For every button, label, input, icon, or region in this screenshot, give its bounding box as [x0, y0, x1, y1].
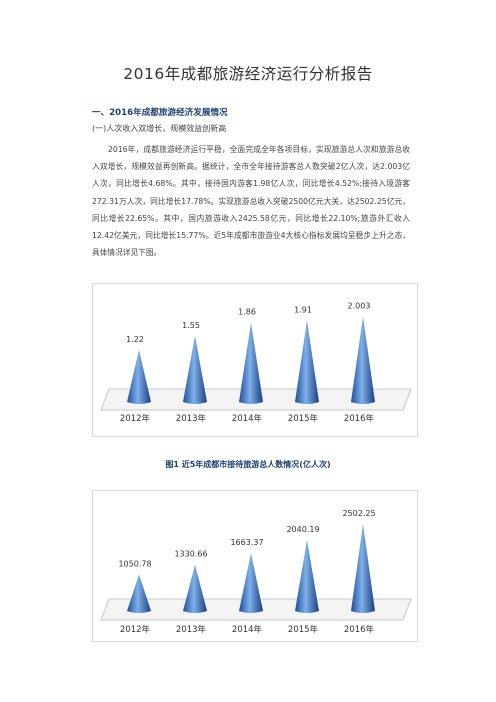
- category-label: 2014年: [232, 624, 263, 635]
- data-label: 1330.66: [174, 550, 207, 559]
- chart-bar: [351, 523, 375, 613]
- chart-bar: [239, 322, 263, 404]
- chart-bar: [183, 335, 207, 404]
- chart-revenue-svg: 1050.78 2012年 1330.66 2013年 1663.37 2014年 2040…: [100, 509, 412, 635]
- chart-visitors-svg: 1.22 2012年 1.55 2013年 1.86 2014年 1.91 2015年 2.00…: [100, 301, 412, 424]
- category-label: 2012年: [120, 413, 151, 424]
- chart-bar: [351, 316, 375, 404]
- chart-bar: [295, 539, 319, 613]
- subsection-heading: (一)人次收入双增长，规模效益创新高: [92, 124, 227, 133]
- data-label: 2.003: [348, 301, 371, 310]
- category-label: 2013年: [176, 413, 207, 424]
- document-title: 2016年成都旅游经济运行分析报告: [123, 65, 373, 83]
- data-label: 1050.78: [118, 559, 151, 568]
- category-label: 2012年: [120, 624, 151, 635]
- data-label: 1.91: [294, 305, 312, 314]
- chart-bar: [183, 564, 207, 613]
- chart-bar: [127, 349, 151, 404]
- body-paragraph: 2016年，成都旅游经济运行平稳，全面完成全年各项目标，实现旅游总人次和旅游总收…: [92, 145, 410, 258]
- category-label: 2016年: [344, 413, 375, 424]
- data-label: 1.55: [182, 321, 200, 330]
- chart-bar: [239, 553, 263, 613]
- chart-bar: [295, 320, 319, 404]
- category-label: 2015年: [288, 624, 319, 635]
- data-label: 1.22: [126, 335, 144, 344]
- chart-revenue: 1050.78 2012年 1330.66 2013年 1663.37 2014年 2040…: [92, 490, 418, 642]
- category-label: 2016年: [344, 624, 375, 635]
- chart-bar: [127, 574, 151, 613]
- data-label: 1.86: [238, 308, 256, 317]
- data-label: 2502.25: [342, 509, 375, 518]
- category-label: 2014年: [232, 413, 263, 424]
- data-label: 2040.19: [286, 525, 319, 534]
- section-heading: 一、2016年成都旅游经济发展情况: [92, 108, 228, 118]
- category-label: 2015年: [288, 413, 319, 424]
- category-label: 2013年: [176, 624, 207, 635]
- figure-caption: 图1 近5年成都市接待旅游总人数情况(亿人次): [165, 460, 331, 469]
- chart-visitors: 1.22 2012年 1.55 2013年 1.86 2014年 1.91 2015年 2.00…: [92, 283, 418, 437]
- data-label: 1663.37: [230, 538, 263, 547]
